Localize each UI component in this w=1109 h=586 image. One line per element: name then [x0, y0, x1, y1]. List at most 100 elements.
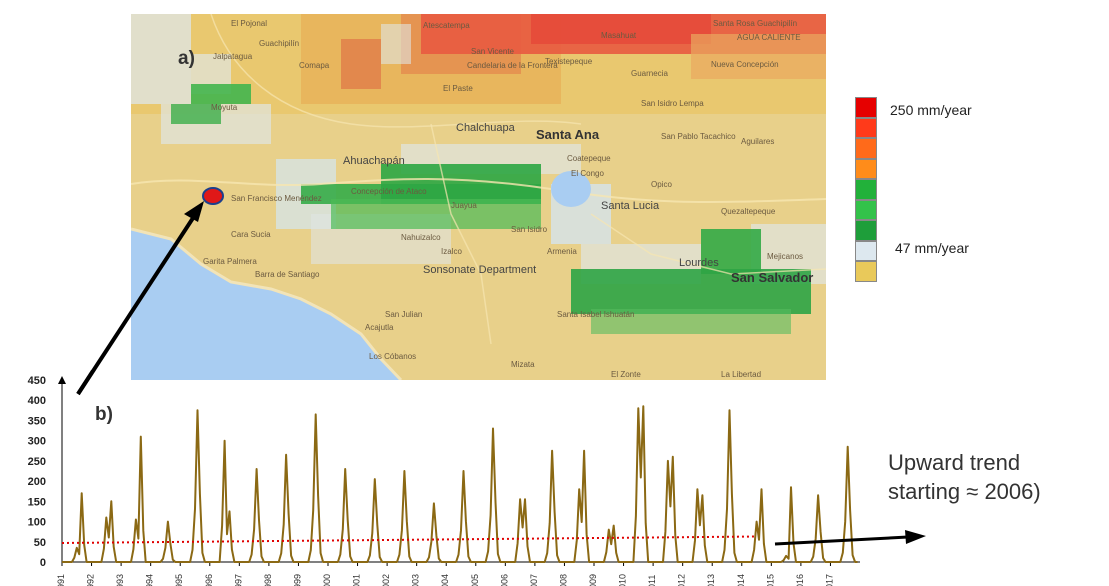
x-tick-label: 2009 [588, 574, 598, 586]
svg-text:Opico: Opico [651, 180, 672, 189]
svg-text:Comapa: Comapa [299, 61, 330, 70]
x-tick-label: 2005 [470, 574, 480, 586]
svg-text:AGUA CALIENTE: AGUA CALIENTE [737, 33, 801, 42]
svg-text:Coatepeque: Coatepeque [567, 154, 611, 163]
legend-swatch [855, 179, 877, 200]
rainfall-time-series-chart: 0 50 100 150 200 250 300 350 400 450 1991 1992 1993… [28, 370, 926, 586]
x-tick-label: 2015 [765, 574, 775, 586]
svg-text:Armenia: Armenia [547, 247, 577, 256]
station-marker [202, 187, 224, 205]
svg-text:Mizata: Mizata [511, 360, 535, 369]
x-tick-label: 2003 [411, 574, 421, 586]
svg-text:Santa Isabel Ishuatán: Santa Isabel Ishuatán [557, 310, 634, 319]
y-tick-label: 350 [28, 415, 46, 427]
svg-text:Los Cóbanos: Los Cóbanos [369, 352, 416, 361]
y-tick-label: 450 [28, 375, 46, 387]
panel-label-b: b) [95, 404, 113, 425]
x-tick-label: 2010 [618, 574, 628, 586]
trend-annotation: Upward trend starting ≈ 2006) [888, 448, 1041, 506]
svg-text:San Isidro: San Isidro [511, 225, 548, 234]
y-tick-label: 300 [28, 436, 46, 448]
svg-text:Santa Ana: Santa Ana [536, 127, 600, 142]
svg-text:La Libertad: La Libertad [721, 370, 761, 379]
svg-text:Jalpatagua: Jalpatagua [213, 52, 253, 61]
x-tick-label: 2000 [322, 574, 332, 586]
x-tick-label: 1998 [263, 574, 273, 586]
legend-swatch [855, 117, 877, 138]
svg-text:Concepción de Ataco: Concepción de Ataco [351, 187, 427, 196]
svg-text:Santa Lucia: Santa Lucia [601, 200, 660, 212]
svg-text:Juayua: Juayua [451, 201, 477, 210]
arrow-station-to-chart [76, 370, 96, 396]
y-tick-label: 200 [28, 476, 46, 488]
y-axis: 0 50 100 150 200 250 300 350 400 450 [28, 375, 66, 569]
trend-annotation-line-1: Upward trend [888, 450, 1021, 475]
svg-text:Nahuizalco: Nahuizalco [401, 233, 441, 242]
legend-swatch [855, 261, 877, 282]
svg-text:Santa Rosa Guachipilín: Santa Rosa Guachipilín [713, 19, 797, 28]
x-tick-label: 1999 [292, 574, 302, 586]
svg-text:El Zonte: El Zonte [611, 370, 641, 379]
svg-text:El Pojonal: El Pojonal [231, 19, 267, 28]
svg-text:Garita Palmera: Garita Palmera [203, 257, 257, 266]
panel-label-a: a) [178, 48, 195, 69]
legend-swatch [855, 240, 877, 261]
svg-text:Atescatempa: Atescatempa [423, 21, 470, 30]
x-tick-label: 2004 [440, 574, 450, 586]
svg-text:Masahuat: Masahuat [601, 31, 637, 40]
svg-text:Guarnecia: Guarnecia [631, 69, 668, 78]
x-tick-label: 2007 [529, 574, 539, 586]
svg-text:Barra de Santiago: Barra de Santiago [255, 270, 320, 279]
rainfall-map: El Pojonal Guachipilín Jalpatagua Comapa… [131, 14, 826, 380]
x-axis: 1991 1992 1993 1994 1995 1996 1997 1998 1999 2000… [56, 561, 860, 586]
svg-text:Nueva Concepción: Nueva Concepción [711, 60, 779, 69]
arrow-trend [774, 535, 909, 546]
legend-swatch [855, 138, 877, 159]
x-tick-label: 2006 [499, 574, 509, 586]
svg-text:Mejicanos: Mejicanos [767, 252, 803, 261]
svg-text:Chalchuapa: Chalchuapa [456, 122, 516, 134]
chart-series [61, 405, 858, 563]
x-tick-label: 1993 [115, 574, 125, 586]
y-tick-label: 250 [28, 456, 46, 468]
x-tick-label: 1991 [56, 574, 66, 586]
annotation-arrows [76, 370, 926, 546]
x-tick-label: 1995 [174, 574, 184, 586]
svg-text:Guachipilín: Guachipilín [259, 39, 299, 48]
svg-text:Aguilares: Aguilares [741, 137, 774, 146]
x-tick-label: 2002 [381, 574, 391, 586]
x-tick-label: 2017 [824, 574, 834, 586]
x-tick-label: 2011 [647, 575, 657, 586]
x-tick-label: 2008 [558, 574, 568, 586]
svg-text:El Paste: El Paste [443, 84, 473, 93]
svg-text:San Salvador: San Salvador [731, 270, 813, 285]
legend-min-label: 47 mm/year [895, 240, 969, 256]
x-tick-label: 1992 [86, 574, 96, 586]
svg-text:El Congo: El Congo [571, 169, 604, 178]
svg-text:San Julian: San Julian [385, 310, 422, 319]
rainfall-series-line [62, 405, 858, 563]
svg-text:Ahuachapán: Ahuachapán [343, 155, 405, 167]
x-tick-label: 2001 [352, 574, 362, 586]
x-tick-label: 1997 [233, 574, 243, 586]
y-tick-label: 0 [40, 557, 46, 569]
x-tick-label: 2016 [795, 574, 805, 586]
svg-text:San Francisco Menéndez: San Francisco Menéndez [231, 194, 322, 203]
svg-text:Cara Sucia: Cara Sucia [231, 230, 271, 239]
y-tick-label: 400 [28, 395, 46, 407]
y-tick-label: 100 [28, 517, 46, 529]
color-legend [855, 97, 877, 282]
y-tick-label: 50 [34, 537, 46, 549]
svg-text:Texistepeque: Texistepeque [545, 57, 593, 66]
svg-text:Lourdes: Lourdes [679, 257, 719, 269]
svg-text:Sonsonate Department: Sonsonate Department [423, 264, 536, 276]
svg-text:San Vicente: San Vicente [471, 47, 515, 56]
svg-text:San Pablo Tacachico: San Pablo Tacachico [661, 132, 736, 141]
arrow-trend-head [905, 530, 926, 544]
x-tick-label: 2012 [677, 574, 687, 586]
trend-line [61, 535, 757, 544]
svg-text:Moyuta: Moyuta [211, 103, 238, 112]
x-tick-label: 1996 [204, 574, 214, 586]
svg-text:Acajutla: Acajutla [365, 323, 394, 332]
svg-text:Izalco: Izalco [441, 247, 462, 256]
